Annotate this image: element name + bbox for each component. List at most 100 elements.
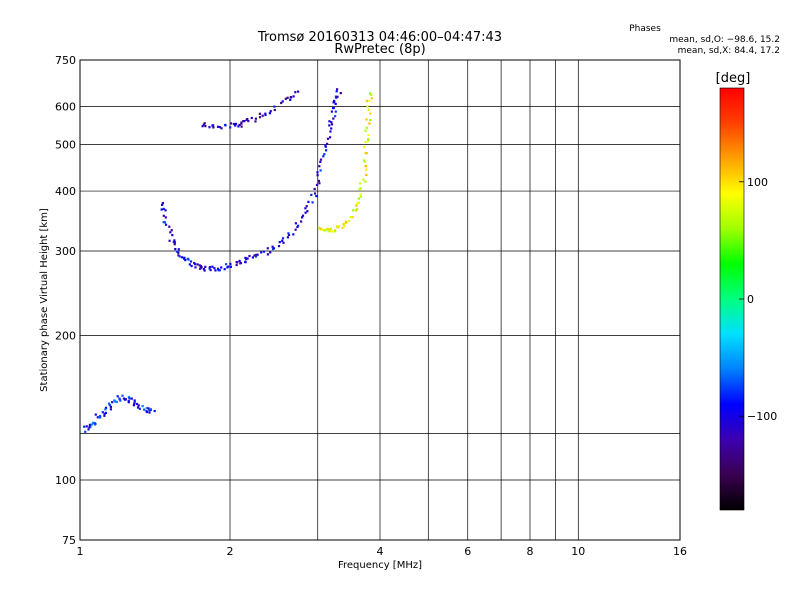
data-point xyxy=(162,207,165,210)
data-point xyxy=(362,178,365,181)
colorbar-tick-label: 100 xyxy=(747,176,768,189)
y-tick-label: 500 xyxy=(55,139,76,152)
data-point xyxy=(339,92,342,95)
data-point xyxy=(297,224,300,227)
data-point xyxy=(253,254,256,257)
data-point xyxy=(173,243,176,246)
data-point xyxy=(251,256,254,259)
x-tick-label: 6 xyxy=(464,545,471,558)
data-point xyxy=(201,125,204,128)
data-point xyxy=(128,397,131,400)
data-point xyxy=(98,414,102,418)
data-point xyxy=(356,208,359,211)
data-point xyxy=(334,115,337,118)
data-point xyxy=(190,264,193,268)
data-point xyxy=(330,110,333,113)
data-point xyxy=(242,120,245,123)
data-point xyxy=(218,126,222,129)
data-point xyxy=(366,105,369,108)
data-point xyxy=(356,202,359,205)
data-point xyxy=(317,226,321,229)
data-point xyxy=(369,112,372,115)
data-point xyxy=(301,214,305,217)
data-point xyxy=(318,182,321,185)
data-point xyxy=(355,204,358,207)
data-point xyxy=(88,423,91,426)
data-point xyxy=(286,96,289,99)
data-point xyxy=(365,152,368,155)
data-point xyxy=(225,263,228,266)
data-point xyxy=(83,425,86,428)
data-point xyxy=(244,256,247,259)
data-point xyxy=(224,123,227,127)
data-point xyxy=(348,220,351,223)
data-point xyxy=(342,223,345,226)
data-point xyxy=(243,120,246,123)
data-point xyxy=(90,423,93,426)
data-point xyxy=(329,130,332,133)
data-point xyxy=(324,145,327,148)
data-point xyxy=(113,399,116,402)
data-point xyxy=(282,241,285,244)
data-point xyxy=(177,248,180,251)
data-point xyxy=(336,95,339,98)
data-point xyxy=(357,201,360,204)
data-point xyxy=(284,97,287,100)
data-point xyxy=(296,225,299,229)
data-point xyxy=(359,195,363,198)
data-point xyxy=(162,221,165,224)
data-point xyxy=(92,421,95,424)
data-point xyxy=(271,245,274,248)
y-tick-label: 750 xyxy=(55,54,76,67)
data-point xyxy=(103,414,106,417)
data-point xyxy=(136,406,140,409)
data-point xyxy=(98,416,101,419)
data-point xyxy=(327,227,330,230)
data-point xyxy=(229,126,232,129)
data-point xyxy=(203,269,206,272)
data-point xyxy=(147,407,150,410)
data-point xyxy=(300,220,303,223)
data-point xyxy=(160,208,163,211)
data-point xyxy=(101,411,104,414)
data-point xyxy=(330,127,333,130)
data-point xyxy=(273,105,276,108)
data-point xyxy=(328,120,331,123)
colorbar-ticks: 100 0 −100 xyxy=(739,176,777,423)
data-point xyxy=(173,241,176,244)
data-point xyxy=(103,412,106,415)
chart-title: Tromsø 20160313 04:46:00–04:47:43 xyxy=(257,30,502,45)
data-point xyxy=(272,247,275,250)
data-point xyxy=(332,117,335,120)
data-point xyxy=(269,110,272,113)
data-point xyxy=(277,245,281,248)
data-point xyxy=(368,122,371,125)
y-axis-label: Stationary phase Virtual Height [km] xyxy=(39,208,50,392)
data-point xyxy=(184,259,187,262)
data-point xyxy=(328,230,331,233)
data-point xyxy=(332,107,335,110)
data-point xyxy=(94,413,97,416)
data-point xyxy=(366,139,370,142)
data-point xyxy=(196,263,199,266)
data-point xyxy=(187,258,190,261)
data-point xyxy=(355,209,358,212)
data-point xyxy=(132,404,135,407)
data-point xyxy=(199,264,202,268)
data-point xyxy=(319,227,322,230)
data-point xyxy=(336,88,339,91)
data-point xyxy=(161,203,164,206)
y-tick-label: 300 xyxy=(55,245,76,258)
data-point xyxy=(334,110,337,113)
data-point xyxy=(213,267,216,270)
y-axis-ticks: 75 100 200 300 400 500 600 750 xyxy=(55,54,76,547)
data-point xyxy=(198,264,201,267)
data-point xyxy=(84,430,87,433)
data-point xyxy=(333,100,336,103)
data-point xyxy=(188,263,191,266)
data-point xyxy=(364,129,367,132)
data-point xyxy=(337,225,340,228)
data-point xyxy=(328,228,331,231)
data-point xyxy=(240,121,243,124)
data-point xyxy=(214,269,217,272)
